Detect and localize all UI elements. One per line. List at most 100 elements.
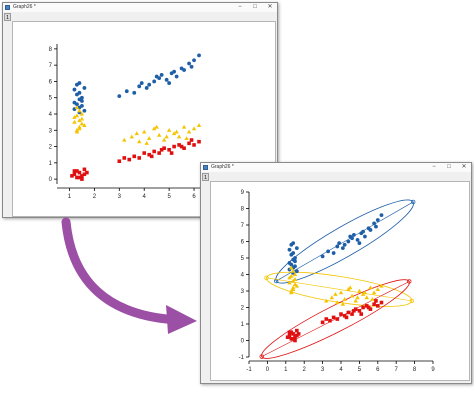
data-point	[82, 167, 87, 172]
maximize-button[interactable]: □	[253, 4, 257, 10]
data-point	[379, 213, 384, 217]
data-point	[351, 233, 356, 237]
data-point	[80, 177, 84, 181]
data-point	[82, 172, 87, 177]
series-circle	[72, 53, 201, 115]
minimize-button[interactable]: −	[238, 4, 242, 10]
x-tick-label: -1	[246, 367, 252, 373]
y-tick-label: 0	[241, 339, 245, 345]
data-point	[129, 134, 134, 139]
data-point	[117, 159, 122, 164]
y-tick-label: 0	[49, 177, 53, 183]
data-point	[164, 77, 169, 82]
x-tick-label: 8	[413, 367, 417, 373]
data-point	[342, 313, 347, 318]
data-point	[289, 330, 294, 335]
x-tick-label: 4	[143, 194, 147, 200]
close-button[interactable]: ✕	[267, 4, 273, 10]
data-point	[122, 156, 127, 160]
y-tick-label: 7	[241, 223, 245, 229]
scatter-plot-original: 0 1 2 3 4 5 6 7 8 1 2 3 4 5 6	[49, 44, 209, 200]
data-point	[366, 305, 371, 310]
data-point	[184, 136, 189, 141]
data-point	[291, 241, 296, 246]
data-point	[287, 330, 292, 335]
series-circle	[287, 213, 384, 275]
x-tick-label: 5	[167, 194, 171, 200]
data-point	[77, 108, 82, 113]
data-point	[374, 224, 378, 229]
data-point	[191, 126, 197, 131]
data-point	[294, 269, 299, 274]
window-title-bar[interactable]: Graph26 * − □ ✕	[3, 3, 277, 12]
data-point	[189, 64, 194, 69]
data-point	[287, 280, 292, 285]
data-point	[357, 288, 362, 293]
data-point	[359, 312, 364, 316]
data-point	[338, 290, 344, 295]
data-point	[290, 287, 296, 291]
data-point	[346, 310, 351, 315]
data-point	[320, 254, 325, 259]
data-point	[82, 123, 87, 127]
data-point	[157, 151, 161, 155]
data-point	[156, 132, 162, 137]
data-point	[80, 99, 84, 103]
data-point	[171, 131, 177, 136]
data-point	[162, 146, 166, 150]
ellipse-major-axis	[266, 277, 412, 302]
window-title-bar[interactable]: Graph26 * − □ ✕	[201, 163, 471, 172]
layer-tab[interactable]: 1	[4, 13, 11, 21]
data-point	[117, 94, 122, 98]
data-point	[72, 87, 77, 92]
x-tick-label: 1	[68, 194, 72, 200]
graph-canvas[interactable]: -1 0 1 2 3 4 5 6 7 8 9 -1 0 1 2 3 4 5 6 7 8 9	[210, 181, 470, 381]
data-point	[164, 134, 169, 139]
data-point	[189, 138, 194, 142]
data-point	[293, 335, 297, 339]
layer-tab[interactable]: 1	[202, 173, 209, 181]
y-tick-label: 6	[241, 240, 245, 246]
data-point	[122, 137, 127, 142]
data-point	[362, 290, 368, 295]
data-point	[287, 247, 292, 252]
data-point	[179, 144, 184, 149]
data-point	[372, 302, 376, 306]
graph-window-with-ellipses[interactable]: Graph26 * − □ ✕ 1 -1 0 1 2 3 4 5 6 7 8 9 -1 0 1 2 3 4 5 6 7…	[200, 162, 472, 384]
data-point	[294, 283, 300, 288]
data-point	[291, 251, 296, 255]
ellipse-end-marker	[407, 279, 412, 284]
data-point	[353, 298, 358, 303]
data-point	[197, 53, 201, 58]
data-point	[346, 239, 351, 244]
data-point	[79, 121, 85, 126]
data-point	[335, 244, 340, 249]
data-point	[167, 148, 171, 152]
close-button[interactable]: ✕	[461, 164, 467, 170]
minimize-button[interactable]: −	[432, 164, 436, 170]
data-point	[285, 335, 290, 339]
data-point	[342, 242, 347, 247]
data-point	[372, 221, 377, 226]
data-point	[146, 136, 152, 141]
series-square	[285, 299, 384, 343]
data-point	[80, 174, 84, 178]
scatter-plot-with-ellipses: -1 0 1 2 3 4 5 6 7 8 9 -1 0 1 2 3 4 5 6 7 8 9	[239, 190, 436, 373]
data-point	[196, 123, 202, 127]
data-point	[70, 174, 74, 178]
data-point	[371, 290, 377, 295]
data-point	[127, 157, 132, 162]
x-tick-label: 1	[284, 367, 288, 373]
arrow-head-icon	[166, 305, 197, 334]
data-point	[379, 300, 384, 305]
data-point	[181, 124, 187, 129]
maximize-button[interactable]: □	[447, 164, 451, 170]
y-tick-label: 8	[241, 207, 245, 213]
data-point	[368, 307, 373, 311]
data-point	[375, 287, 380, 291]
data-point	[75, 175, 79, 180]
y-tick-label: 9	[241, 190, 245, 196]
data-point	[187, 61, 191, 66]
data-point	[192, 58, 196, 63]
axes: 0 1 2 3 4 5 6 7 8 1 2 3 4 5 6	[49, 44, 209, 200]
